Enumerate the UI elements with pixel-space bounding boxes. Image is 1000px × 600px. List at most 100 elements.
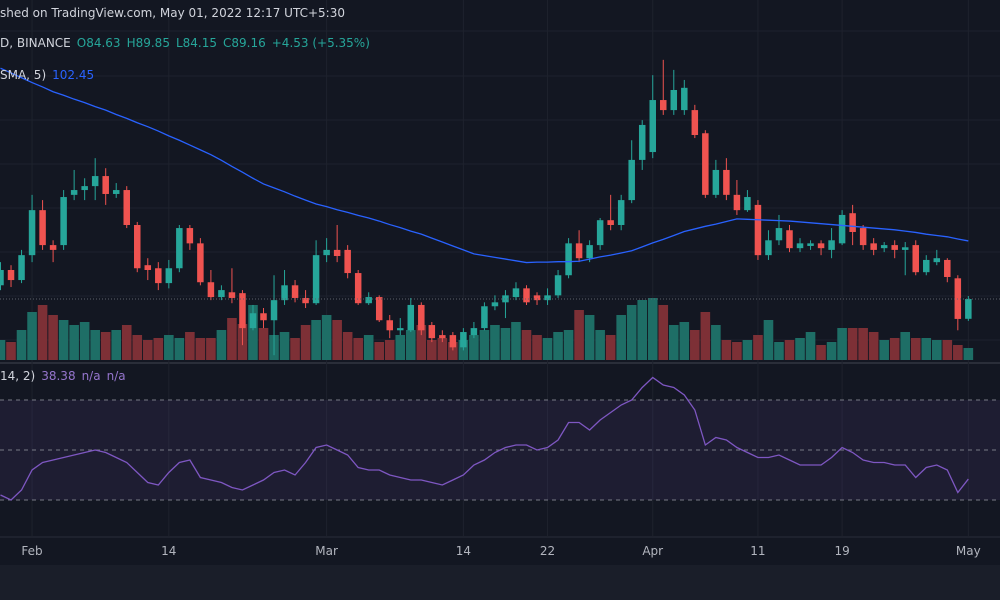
candle-body — [291, 285, 299, 298]
open-label: O84.63 — [76, 36, 121, 50]
candle-body — [186, 228, 194, 244]
volume-bar — [90, 330, 100, 360]
volume-bar — [837, 328, 847, 360]
candle-body — [491, 302, 499, 307]
volume-bar — [605, 335, 616, 360]
candle-body — [449, 335, 457, 348]
rsi-value: 38.38 — [41, 369, 76, 383]
volume-bar — [511, 322, 521, 360]
volume-bar — [27, 312, 37, 360]
rsi-extra: n/a — [106, 369, 126, 383]
candle-body — [649, 100, 656, 153]
candle-body — [270, 300, 278, 321]
volume-bar — [227, 318, 237, 360]
volume-bar — [164, 335, 174, 360]
candle-body — [891, 245, 898, 250]
volume-bar — [121, 325, 132, 360]
candle-body — [702, 133, 709, 195]
volume-bar — [258, 328, 269, 360]
candle-body — [407, 304, 415, 331]
volume-bar — [595, 330, 605, 360]
candle-body — [91, 176, 99, 187]
high-label: H89.85 — [126, 36, 170, 50]
volume-bar — [69, 325, 79, 360]
volume-bar — [637, 300, 648, 360]
volume-bar — [111, 330, 122, 360]
volume-bar — [784, 340, 795, 360]
volume-bar — [942, 340, 953, 360]
volume-bar — [658, 305, 669, 360]
sma-value: 102.45 — [52, 68, 95, 82]
volume-bar — [690, 330, 700, 360]
candle-body — [923, 259, 930, 273]
candle-body — [39, 210, 46, 246]
candle-body — [617, 200, 625, 225]
rsi-line — [0, 376, 969, 501]
volume-bar — [353, 338, 363, 360]
candle-body — [586, 245, 593, 259]
volume-bar — [816, 345, 826, 360]
candle-body — [575, 243, 583, 259]
volume-bar — [58, 320, 69, 360]
candle-body — [134, 225, 141, 269]
candle-body — [523, 288, 530, 303]
rsi-name: 14, 2) — [0, 369, 36, 383]
low-label: L84.15 — [175, 36, 218, 50]
candle-body — [165, 268, 173, 284]
volume-bar — [721, 340, 732, 360]
candle-body — [218, 290, 225, 298]
volume-bar — [185, 332, 195, 360]
volume-bar — [490, 325, 500, 360]
candle-body — [418, 304, 425, 331]
volume-bar — [279, 332, 290, 360]
candle-body — [49, 245, 57, 250]
volume-bar — [826, 342, 837, 360]
volume-bar — [742, 340, 753, 360]
volume-bar — [384, 340, 395, 360]
x-tick-label: 19 — [834, 544, 849, 558]
volume-bar — [427, 340, 437, 360]
candle-body — [638, 124, 646, 160]
candle-body — [260, 313, 267, 321]
candle-body — [428, 325, 436, 339]
candle-body — [933, 258, 941, 263]
candle-body — [565, 243, 572, 276]
candle-body — [880, 245, 888, 249]
volume-bar — [774, 342, 784, 360]
volume-bar — [584, 315, 595, 360]
volume-bar — [79, 322, 90, 360]
sma-name: SMA, 5) — [0, 68, 47, 82]
x-tick-label: 14 — [161, 544, 176, 558]
volume-bar — [668, 325, 679, 360]
volume-bar — [142, 340, 153, 360]
sma-legend: SMA, 5) 102.45 — [0, 68, 94, 82]
volume-bar — [6, 342, 16, 360]
candle-body — [901, 247, 909, 250]
x-tick-label: Apr — [642, 544, 663, 558]
volume-bar — [37, 305, 48, 360]
candle-body — [0, 270, 4, 286]
volume-bar — [0, 340, 6, 360]
volume-bar — [532, 335, 542, 360]
candle-body — [302, 297, 309, 304]
candle-body — [859, 228, 867, 246]
candle-body — [281, 285, 288, 301]
rsi-extra: n/a — [81, 369, 101, 383]
x-tick-label: 22 — [540, 544, 555, 558]
volume-bar — [753, 335, 763, 360]
candle-body — [828, 240, 835, 250]
candle-body — [817, 243, 825, 249]
volume-bar — [405, 330, 416, 360]
candle-body — [344, 249, 351, 274]
candle-body — [849, 213, 856, 232]
candle-body — [786, 230, 793, 249]
volume-bar — [374, 342, 385, 360]
candle-body — [481, 306, 488, 329]
volume-bar — [195, 338, 206, 360]
candle-body — [944, 259, 951, 277]
volume-bar — [626, 305, 637, 360]
volume-bar — [248, 305, 258, 360]
candle-body — [365, 297, 372, 304]
volume-bar — [563, 330, 574, 360]
volume-bar — [16, 330, 27, 360]
